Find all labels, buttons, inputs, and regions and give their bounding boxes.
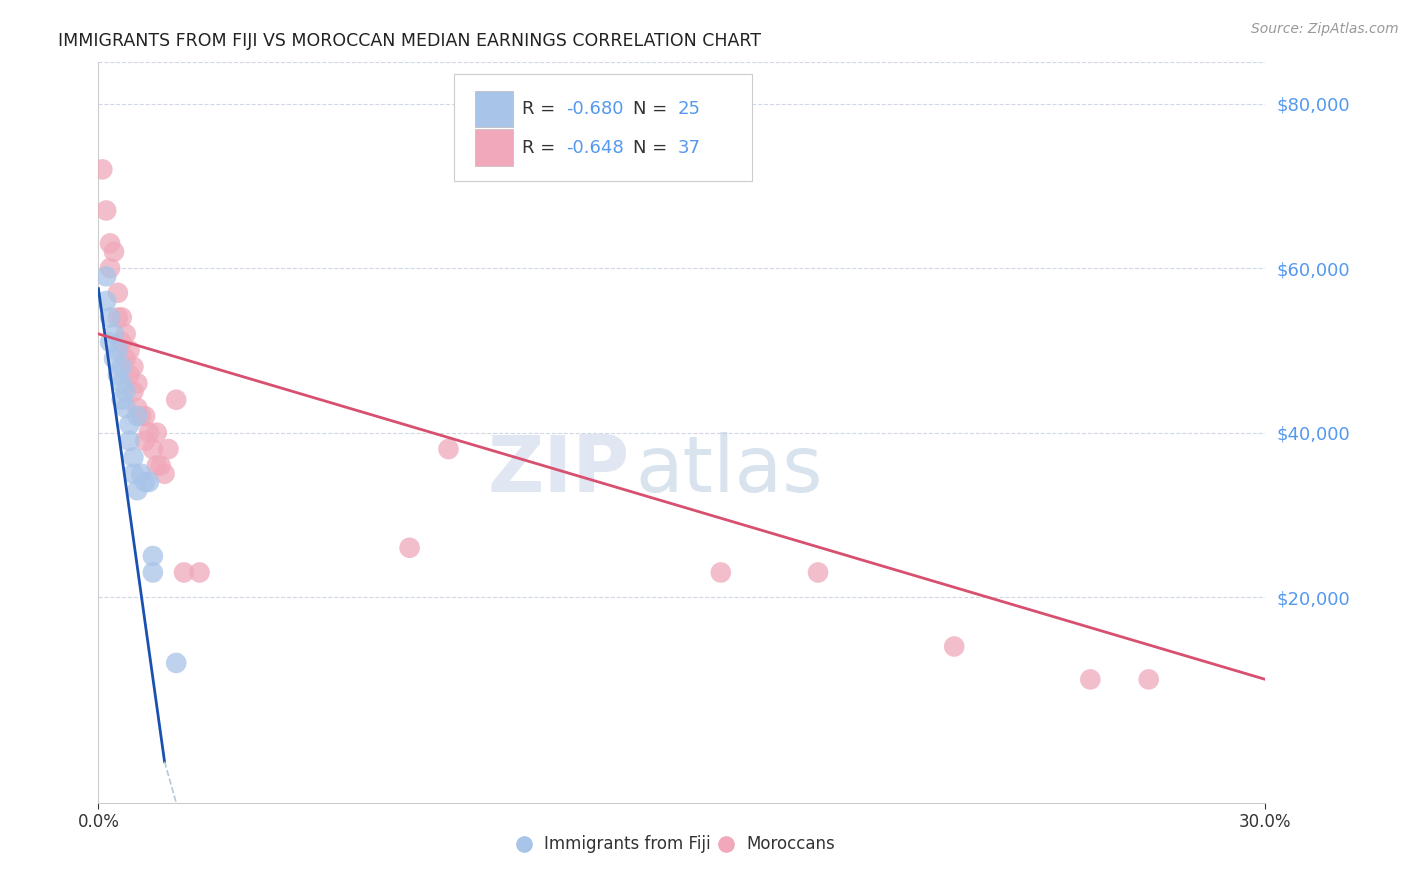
Point — [807, 566, 830, 580]
Point — [129, 467, 152, 481]
Point — [103, 244, 125, 259]
Point — [118, 434, 141, 448]
Point — [1080, 673, 1102, 687]
Text: N =: N = — [633, 100, 673, 118]
Point — [1137, 673, 1160, 687]
Text: N =: N = — [633, 138, 673, 157]
Point — [127, 401, 149, 415]
Point — [114, 351, 136, 366]
Point — [127, 409, 149, 424]
Point — [111, 359, 134, 374]
Point — [142, 549, 165, 563]
Point — [134, 409, 156, 424]
Text: -0.648: -0.648 — [567, 138, 624, 157]
FancyBboxPatch shape — [475, 91, 513, 128]
Point — [129, 409, 152, 424]
Point — [127, 376, 149, 391]
Text: R =: R = — [522, 100, 561, 118]
Point — [98, 335, 121, 350]
Point — [127, 483, 149, 498]
Point — [146, 458, 169, 473]
Point — [118, 343, 141, 358]
Point — [98, 310, 121, 325]
Text: R =: R = — [522, 138, 561, 157]
FancyBboxPatch shape — [454, 73, 752, 181]
Text: 25: 25 — [678, 100, 700, 118]
Point — [111, 310, 134, 325]
Point — [107, 310, 129, 325]
Point — [153, 467, 176, 481]
Text: Immigrants from Fiji: Immigrants from Fiji — [544, 835, 711, 853]
Point — [98, 236, 121, 251]
Point — [122, 467, 145, 481]
Point — [149, 458, 172, 473]
Point — [111, 376, 134, 391]
Point — [142, 566, 165, 580]
Point — [122, 359, 145, 374]
Point — [122, 384, 145, 399]
Text: ZIP: ZIP — [486, 432, 630, 508]
Text: IMMIGRANTS FROM FIJI VS MOROCCAN MEDIAN EARNINGS CORRELATION CHART: IMMIGRANTS FROM FIJI VS MOROCCAN MEDIAN … — [58, 32, 761, 50]
Point — [710, 566, 733, 580]
Point — [142, 442, 165, 456]
Text: 37: 37 — [678, 138, 700, 157]
Point — [98, 261, 121, 276]
Text: atlas: atlas — [636, 432, 823, 508]
Point — [173, 566, 195, 580]
Point — [103, 326, 125, 341]
Point — [165, 392, 187, 407]
Point — [943, 640, 966, 654]
Point — [118, 368, 141, 382]
Point — [107, 368, 129, 382]
Point — [118, 417, 141, 432]
Point — [96, 269, 118, 284]
Point — [188, 566, 211, 580]
Point — [146, 425, 169, 440]
Point — [107, 285, 129, 300]
Point — [114, 384, 136, 399]
Point — [122, 450, 145, 465]
Point — [134, 434, 156, 448]
Point — [114, 326, 136, 341]
Point — [91, 162, 114, 177]
Point — [138, 425, 160, 440]
Point — [138, 475, 160, 489]
Point — [111, 392, 134, 407]
Point — [111, 335, 134, 350]
FancyBboxPatch shape — [475, 129, 513, 166]
Point — [134, 475, 156, 489]
Point — [114, 401, 136, 415]
Text: Moroccans: Moroccans — [747, 835, 835, 853]
Point — [398, 541, 420, 555]
Point — [157, 442, 180, 456]
Point — [96, 293, 118, 308]
Text: Source: ZipAtlas.com: Source: ZipAtlas.com — [1251, 22, 1399, 37]
Text: -0.680: -0.680 — [567, 100, 624, 118]
Point — [107, 343, 129, 358]
Point — [103, 351, 125, 366]
Point — [96, 203, 118, 218]
Point — [437, 442, 460, 456]
Point — [165, 656, 187, 670]
